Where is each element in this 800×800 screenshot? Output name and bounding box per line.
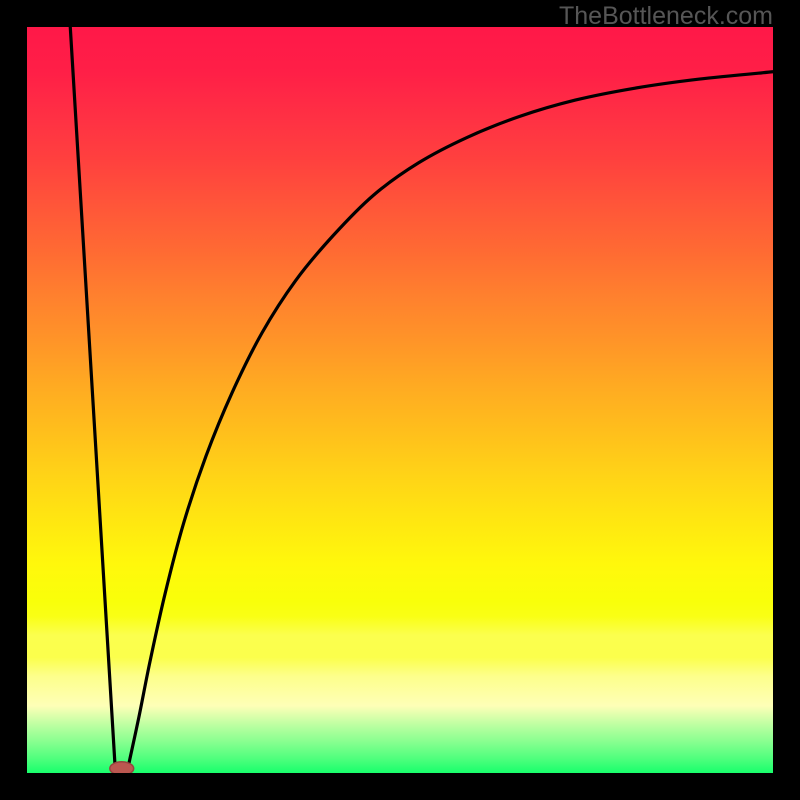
watermark-label: TheBottleneck.com	[559, 2, 773, 31]
plot-area	[27, 27, 773, 773]
chart-frame	[27, 27, 773, 773]
bottleneck-curve	[27, 27, 773, 773]
